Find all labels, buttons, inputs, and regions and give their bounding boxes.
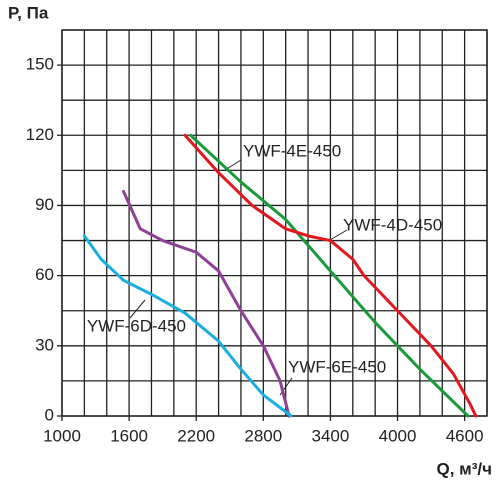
series-label: YWF-6D-450 bbox=[87, 316, 186, 335]
series-line bbox=[183, 133, 478, 418]
y-axis-title: P, Па bbox=[8, 3, 49, 22]
x-tick-label: 2200 bbox=[177, 426, 215, 445]
series-line bbox=[122, 189, 291, 418]
y-tick-label: 120 bbox=[26, 125, 54, 144]
series-label: YWF-4D-450 bbox=[343, 215, 442, 234]
x-tick-label: 4600 bbox=[446, 426, 484, 445]
x-axis-title: Q, м³/ч bbox=[437, 459, 493, 478]
plot-frame bbox=[61, 29, 488, 417]
leader-line bbox=[329, 229, 348, 241]
series-line bbox=[82, 234, 293, 418]
series-label: YWF-6E-450 bbox=[288, 357, 386, 376]
y-tick-label: 30 bbox=[35, 335, 54, 354]
y-tick-label: 0 bbox=[45, 405, 54, 424]
y-tick-label: 60 bbox=[35, 265, 54, 284]
leader-line bbox=[129, 299, 146, 319]
y-tick-label: 150 bbox=[26, 55, 54, 74]
x-tick-label: 2800 bbox=[244, 426, 282, 445]
x-tick-label: 3400 bbox=[312, 426, 350, 445]
x-tick-label: 1000 bbox=[43, 426, 81, 445]
series-line bbox=[189, 133, 470, 418]
series-label: YWF-4E-450 bbox=[243, 141, 341, 160]
x-tick-label: 4000 bbox=[379, 426, 417, 445]
x-tick-label: 1600 bbox=[110, 426, 148, 445]
y-tick-label: 90 bbox=[35, 195, 54, 214]
